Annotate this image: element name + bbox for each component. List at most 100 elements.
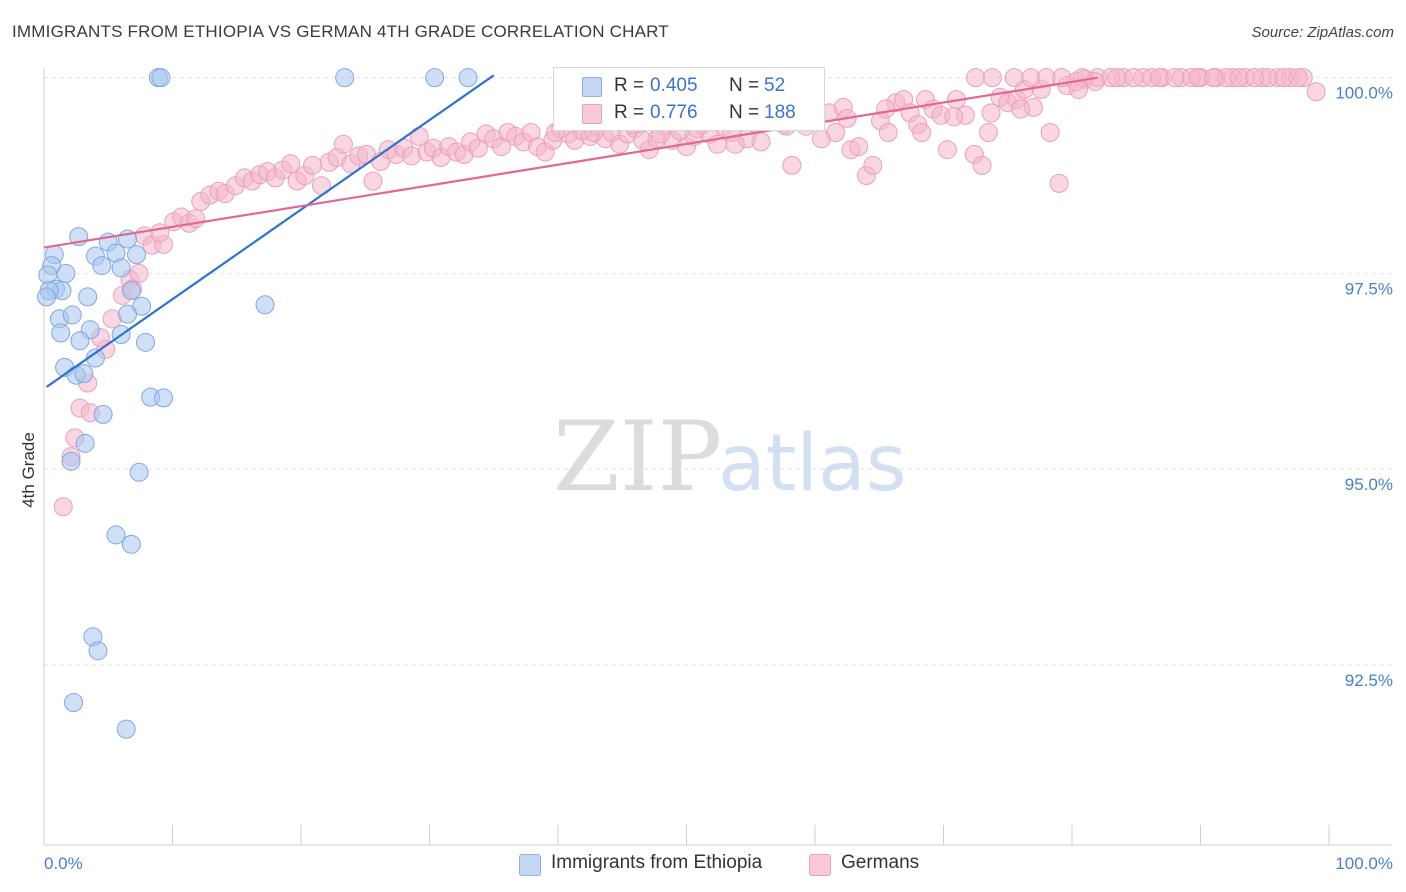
germans-point bbox=[944, 107, 964, 127]
ethiopia-legend-swatch bbox=[519, 854, 541, 876]
r-label: R = bbox=[614, 75, 645, 96]
germans-point bbox=[982, 68, 1002, 88]
germans-point bbox=[912, 122, 932, 142]
ethiopia-point bbox=[458, 68, 478, 88]
n-value: 188 bbox=[764, 102, 796, 123]
ethiopia-point bbox=[151, 68, 171, 88]
ethiopia-point bbox=[64, 692, 84, 712]
y-tick-label: 95.0% bbox=[1345, 475, 1393, 494]
y-tick-label: 97.5% bbox=[1345, 279, 1393, 298]
watermark-atlas: atlas bbox=[718, 419, 907, 509]
ethiopia-point bbox=[106, 525, 126, 545]
ethiopia-point bbox=[88, 641, 108, 661]
chart-title: IMMIGRANTS FROM ETHIOPIA VS GERMAN 4TH G… bbox=[12, 22, 669, 41]
ethiopia-point bbox=[129, 462, 149, 482]
n-label: N = bbox=[729, 75, 760, 96]
germans-point bbox=[1004, 68, 1024, 88]
legend-label-germans: Germans bbox=[841, 852, 920, 873]
ethiopia-point bbox=[61, 451, 81, 471]
ethiopia-point bbox=[56, 263, 76, 283]
germans-point bbox=[876, 99, 896, 119]
germans-point bbox=[303, 155, 323, 175]
ethiopia-trendline bbox=[45, 74, 495, 388]
trendlines bbox=[43, 74, 1098, 388]
axes bbox=[43, 68, 1392, 846]
ethiopia-swatch bbox=[582, 77, 602, 97]
ethiopia-point bbox=[37, 287, 57, 307]
y-tick-label: 92.5% bbox=[1345, 671, 1393, 690]
ethiopia-point bbox=[51, 323, 71, 343]
r-label: R = bbox=[614, 102, 645, 123]
germans-trendline bbox=[43, 76, 1098, 249]
germans-point bbox=[878, 122, 898, 142]
ethiopia-point bbox=[111, 258, 131, 278]
germans-point bbox=[1124, 68, 1144, 88]
series-legend: Immigrants from Ethiopia Germans bbox=[0, 852, 1406, 878]
ethiopia-point bbox=[70, 331, 90, 351]
ethiopia-point bbox=[75, 433, 95, 453]
r-value: 0.776 bbox=[650, 102, 698, 123]
germans-point bbox=[1165, 68, 1185, 88]
ethiopia-point bbox=[154, 388, 174, 408]
germans-point bbox=[978, 122, 998, 142]
germans-point bbox=[782, 155, 802, 175]
germans-point bbox=[1107, 68, 1127, 88]
germans-point bbox=[1049, 173, 1069, 193]
r-value: 0.405 bbox=[650, 75, 698, 96]
ethiopia-point bbox=[127, 245, 147, 265]
germans-point bbox=[849, 137, 869, 157]
y-axis-label: 4th Grade bbox=[19, 432, 38, 508]
n-value: 52 bbox=[764, 75, 786, 96]
germans-point bbox=[1288, 68, 1308, 88]
germans-point bbox=[53, 497, 73, 517]
germans-point bbox=[1244, 68, 1264, 88]
germans-point bbox=[1203, 68, 1223, 88]
germans-swatch bbox=[582, 104, 602, 124]
watermark-zip: ZIP bbox=[553, 401, 722, 513]
ethiopia-point bbox=[74, 364, 94, 384]
source-label: Source: ZipAtlas.com bbox=[1251, 24, 1394, 41]
ethiopia-point bbox=[92, 256, 112, 276]
stats-row-germans: R = 0.776 N = 188 bbox=[554, 100, 824, 126]
ethiopia-point bbox=[335, 68, 355, 88]
germans-point bbox=[826, 122, 846, 142]
germans-point bbox=[1040, 122, 1060, 142]
germans-point bbox=[1085, 72, 1105, 92]
germans-point bbox=[150, 223, 170, 243]
germans-point bbox=[863, 155, 883, 175]
grid-lines bbox=[44, 77, 1392, 666]
germans-legend-swatch bbox=[809, 854, 831, 876]
germans-point bbox=[1011, 99, 1031, 119]
ethiopia-point bbox=[425, 68, 445, 88]
y-tick-label: 100.0% bbox=[1335, 84, 1393, 103]
ethiopia-point bbox=[78, 287, 98, 307]
germans-point bbox=[981, 103, 1001, 123]
stats-legend: R = 0.405 N = 52 R = 0.776 N = 188 bbox=[553, 67, 825, 131]
stats-row-ethiopia: R = 0.405 N = 52 bbox=[554, 73, 824, 99]
germans-point bbox=[937, 140, 957, 160]
x-tick-label-max: 100.0% bbox=[1335, 854, 1393, 873]
n-label: N = bbox=[729, 102, 760, 123]
ethiopia-point bbox=[255, 295, 275, 315]
ethiopia-point bbox=[93, 404, 113, 424]
ethiopia-points bbox=[37, 68, 478, 739]
ethiopia-point bbox=[116, 719, 136, 739]
ethiopia-point bbox=[136, 332, 156, 352]
germans-point bbox=[333, 134, 353, 154]
germans-point bbox=[1306, 82, 1326, 102]
watermark: ZIP atlas bbox=[553, 401, 907, 513]
tick-labels: 92.5% 95.0% 97.5% 100.0% 0.0% 100.0% bbox=[44, 84, 1393, 873]
ethiopia-point bbox=[62, 305, 82, 325]
germans-point bbox=[751, 132, 771, 152]
germans-point bbox=[966, 68, 986, 88]
germans-point bbox=[972, 155, 992, 175]
ethiopia-point bbox=[118, 304, 138, 324]
ethiopia-point bbox=[121, 281, 141, 301]
legend-label-ethiopia: Immigrants from Ethiopia bbox=[551, 852, 763, 873]
germans-point bbox=[363, 171, 383, 191]
germans-point bbox=[1068, 79, 1088, 99]
x-tick-label-min: 0.0% bbox=[44, 854, 83, 873]
germans-point bbox=[281, 154, 301, 174]
ethiopia-point bbox=[121, 534, 141, 554]
